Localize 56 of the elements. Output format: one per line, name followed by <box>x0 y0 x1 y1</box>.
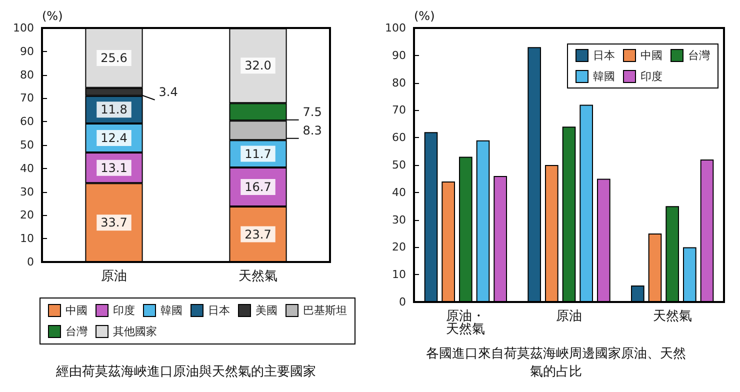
legend-label: 印度 <box>113 304 135 317</box>
text: 各國進口來自荷莫茲海峽周邊國家原油、天然氣的占比 <box>426 346 686 380</box>
data-label: 8.3 <box>302 123 322 138</box>
y-tick-label: 40 <box>392 186 406 199</box>
legend-label: 韓國 <box>160 304 182 317</box>
text: 經由荷莫茲海峽進口原油與天然氣的主要國家 <box>55 364 316 380</box>
data-label: 11.8 <box>100 102 128 117</box>
y-tick-label: 90 <box>392 48 406 62</box>
y-tick-label: 100 <box>13 22 34 34</box>
y-tick-label: 0 <box>399 296 406 308</box>
legend-label: 韓國 <box>593 70 615 83</box>
y-tick-label: 60 <box>20 115 34 128</box>
y-tick-label: 50 <box>392 158 406 172</box>
y-tick-label: 20 <box>20 208 34 222</box>
y-axis-title: (%) <box>42 9 63 23</box>
data-label: 25.6 <box>100 50 128 65</box>
x-tick-label: 原油 <box>556 309 582 324</box>
legend-label: 美國 <box>256 304 278 317</box>
legend-label: 台灣 <box>66 325 88 338</box>
y-tick-label: 40 <box>20 162 34 175</box>
y-tick-label: 20 <box>392 240 406 254</box>
data-label: 7.5 <box>302 104 322 119</box>
x-tick-label: 天然氣 <box>652 309 692 324</box>
legend-label: 巴基斯坦 <box>303 304 347 317</box>
y-tick-label: 80 <box>20 68 34 82</box>
legend-label: 中國 <box>640 49 662 62</box>
y-axis-title: (%) <box>414 9 435 23</box>
x-tick-label: 天然氣 <box>238 269 278 284</box>
y-tick-label: 70 <box>392 104 406 117</box>
legend-label: 中國 <box>66 304 88 317</box>
y-tick-label: 10 <box>392 268 406 282</box>
data-label: 23.7 <box>244 227 272 242</box>
y-tick-label: 70 <box>20 92 34 105</box>
y-tick-label: 90 <box>20 44 34 58</box>
x-tick-label: 原油 <box>101 269 127 284</box>
data-label: 16.7 <box>244 180 272 194</box>
y-tick-label: 60 <box>392 131 406 144</box>
data-label: 3.4 <box>158 84 178 99</box>
y-tick-label: 80 <box>392 76 406 90</box>
data-label: 12.4 <box>100 130 128 145</box>
y-tick-label: 0 <box>27 256 34 268</box>
y-tick-label: 100 <box>385 22 406 34</box>
data-label: 11.7 <box>244 146 272 161</box>
legend-label: 日本 <box>208 304 230 317</box>
legend-label: 其他國家 <box>113 325 157 338</box>
y-tick-label: 50 <box>20 138 34 152</box>
legend-label: 台灣 <box>688 49 710 62</box>
y-tick-label: 30 <box>20 185 34 198</box>
legend-label: 印度 <box>640 70 662 83</box>
x-tick-label: 原油・天然氣 <box>446 309 486 337</box>
data-label: 13.1 <box>100 160 128 175</box>
y-tick-label: 30 <box>392 213 406 226</box>
legend-label: 日本 <box>593 49 615 62</box>
data-label: 33.7 <box>100 216 128 230</box>
y-tick-label: 10 <box>20 232 34 246</box>
data-label: 32.0 <box>244 58 272 73</box>
